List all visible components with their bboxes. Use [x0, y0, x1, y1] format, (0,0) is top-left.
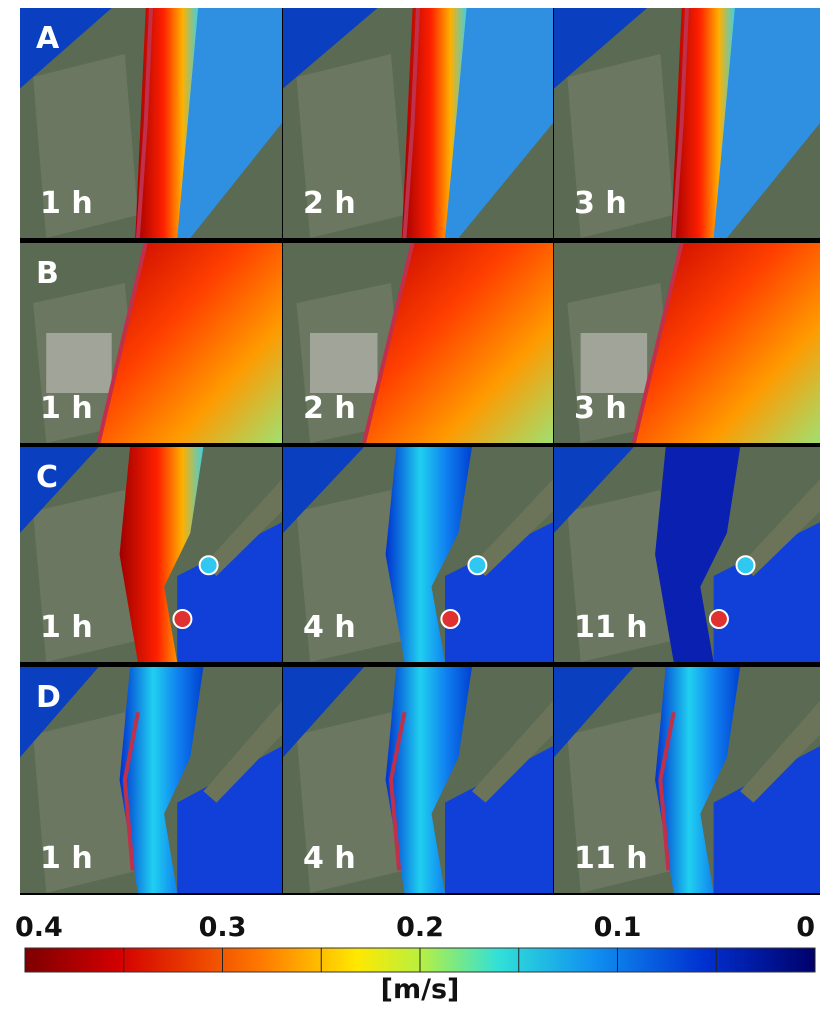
tick-label: 0	[796, 912, 815, 943]
land-build	[581, 333, 648, 393]
row-label: D	[36, 680, 61, 715]
station-marker	[173, 610, 191, 628]
panel-label: 4 h	[303, 610, 356, 645]
station-marker	[737, 556, 755, 574]
panel-label: 2 h	[303, 391, 356, 426]
colorbar-label: [m/s]	[381, 974, 460, 1005]
tick-label: 0.4	[15, 912, 63, 943]
panel-label: 2 h	[303, 186, 356, 221]
row-label: B	[36, 256, 59, 291]
panel-label: 1 h	[40, 610, 93, 645]
panel-label: 3 h	[574, 186, 627, 221]
panel-label: 3 h	[574, 391, 627, 426]
row-label: A	[36, 21, 60, 56]
land-build	[310, 333, 378, 393]
tick-label: 0.2	[396, 912, 444, 943]
station-marker	[441, 610, 459, 628]
panel-label: 1 h	[40, 186, 93, 221]
panel-label: 11 h	[574, 610, 648, 645]
page: {"rows": [ {"label": "A", "panels": ["1 …	[0, 0, 820, 1017]
panel-label: 1 h	[40, 391, 93, 426]
land-build	[46, 333, 112, 393]
panel-label: 1 h	[40, 841, 93, 876]
tick-label: 0.1	[594, 912, 642, 943]
station-marker	[200, 556, 218, 574]
panel-label: 4 h	[303, 841, 356, 876]
station-marker	[710, 610, 728, 628]
row-label: C	[36, 460, 58, 495]
station-marker	[468, 556, 486, 574]
panel-label: 11 h	[574, 841, 648, 876]
tick-label: 0.3	[199, 912, 247, 943]
figure: [m/s] 1 h 2 h 3 h A 1 h 2 h 3 h B 1 h 4 h 11 h C 1 h…	[0, 0, 820, 1017]
